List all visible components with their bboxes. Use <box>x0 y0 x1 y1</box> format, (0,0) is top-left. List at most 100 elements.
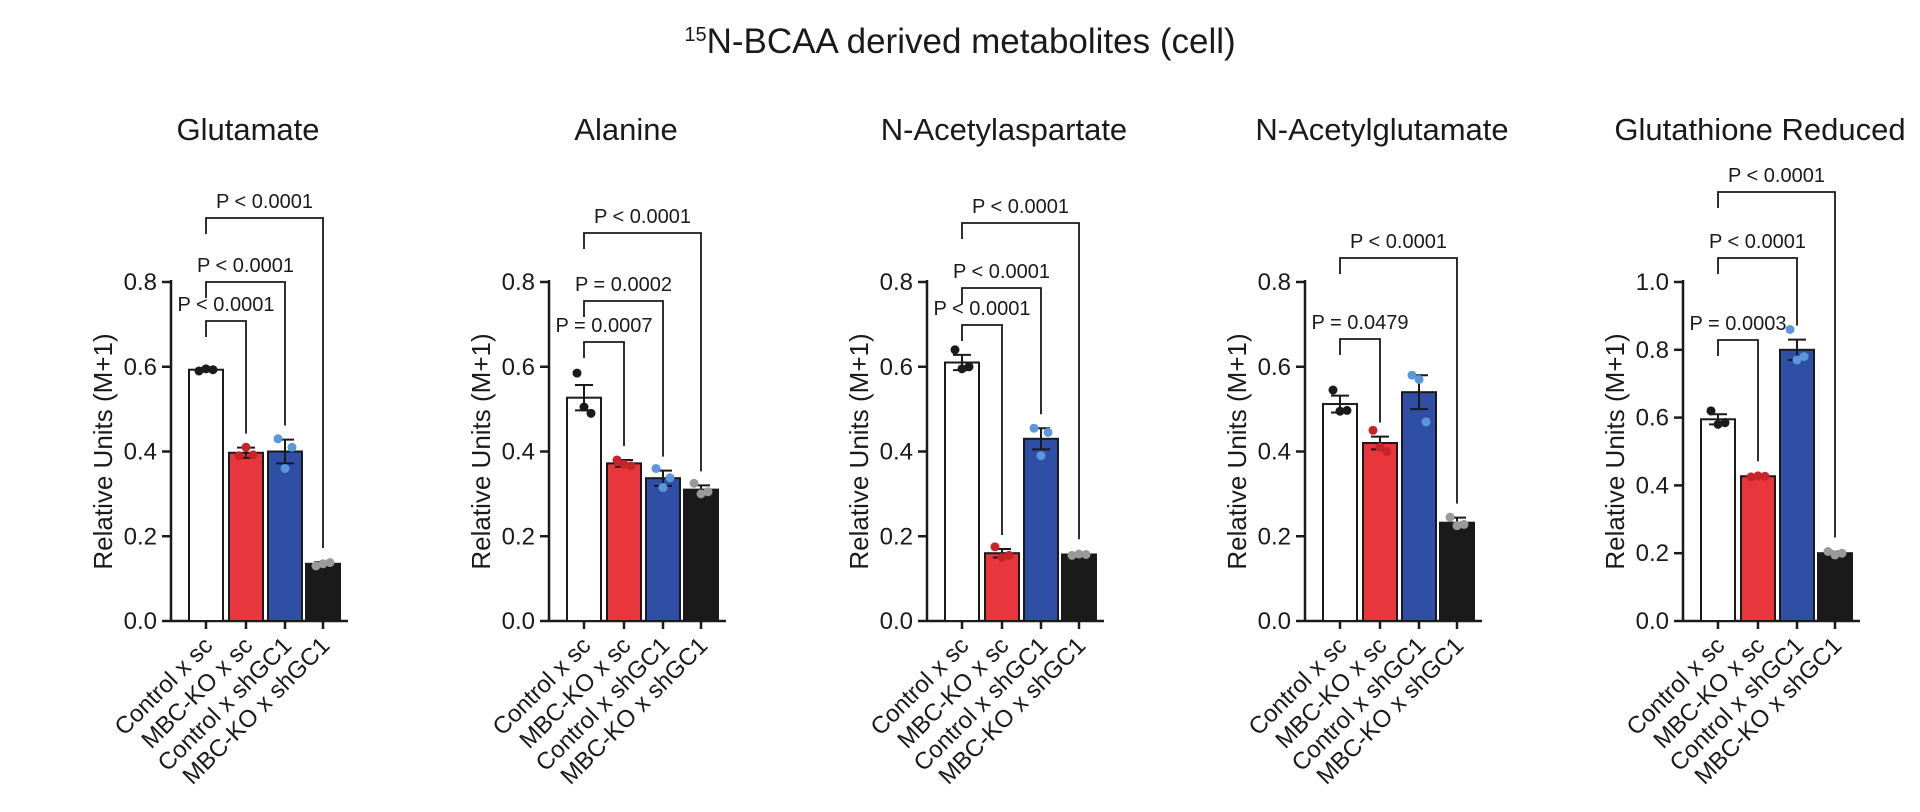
bar-4 <box>1817 552 1853 623</box>
significance-bracket <box>1717 191 1836 538</box>
data-point <box>194 366 204 376</box>
data-point <box>1785 324 1795 334</box>
y-tick-label: 1.0 <box>1636 269 1669 296</box>
y-tick-label: 0.8 <box>880 269 913 296</box>
data-point <box>1746 472 1756 482</box>
p-value-label: P < 0.0001 <box>594 206 691 228</box>
y-tick-label: 0.6 <box>124 354 157 381</box>
chart-title: Alanine <box>574 112 677 147</box>
bar-3 <box>645 477 681 623</box>
significance-bracket <box>583 300 664 457</box>
bar-4 <box>305 562 341 623</box>
p-value-label: P = 0.0479 <box>1312 312 1409 334</box>
data-point <box>997 552 1007 562</box>
data-point <box>280 463 290 473</box>
p-value-label: P < 0.0001 <box>216 191 313 213</box>
y-tick-label: 0.2 <box>880 523 913 550</box>
data-point <box>1421 417 1431 427</box>
p-value-label: P < 0.0001 <box>178 294 275 316</box>
data-point <box>658 483 668 493</box>
p-value-label: P < 0.0001 <box>1728 165 1825 187</box>
y-tick-label: 0.6 <box>502 354 535 381</box>
significance-bracket <box>1717 257 1798 326</box>
y-tick-label: 0.0 <box>1258 608 1291 635</box>
data-point <box>990 542 1000 552</box>
p-value-label: P < 0.0001 <box>1350 231 1447 253</box>
data-point <box>287 442 297 452</box>
y-tick-label: 0.0 <box>502 608 535 635</box>
bar-1 <box>188 368 224 622</box>
data-point <box>1081 549 1091 559</box>
bar-3 <box>1779 348 1815 622</box>
data-point <box>572 368 582 378</box>
y-tick-label: 0.4 <box>1636 472 1669 499</box>
chart-panel-5: Glutathione Reduced Relative Units (M+1)0… <box>1600 112 1906 790</box>
data-point <box>1368 425 1378 435</box>
figure-title: 15N-BCAA derived metabolites (cell) <box>0 22 1920 62</box>
p-value-label: P < 0.0001 <box>197 255 294 277</box>
data-point <box>957 364 967 374</box>
data-point <box>1335 406 1345 416</box>
y-tick-label: 0.0 <box>880 608 913 635</box>
y-tick-label: 0.8 <box>1258 269 1291 296</box>
y-axis-label: Relative Units (M+1) <box>844 333 874 569</box>
data-point <box>651 463 661 473</box>
data-point <box>1004 550 1014 560</box>
p-value-label: P = 0.0007 <box>556 315 653 337</box>
data-point <box>1706 406 1716 416</box>
data-point <box>1342 405 1352 415</box>
significance-bracket <box>1339 338 1381 423</box>
significance-bracket <box>583 232 702 472</box>
bar-4 <box>1061 553 1097 622</box>
y-tick-label: 0.2 <box>124 523 157 550</box>
data-point <box>689 478 699 488</box>
significance-bracket <box>961 324 1003 535</box>
data-point <box>1837 548 1847 558</box>
y-tick-label: 0.8 <box>124 269 157 296</box>
p-value-label: P < 0.0001 <box>953 261 1050 283</box>
significance-bracket <box>961 287 1042 415</box>
data-point <box>241 442 251 452</box>
p-value-label: P = 0.0002 <box>575 274 672 296</box>
chart-title: Glutamate <box>176 112 319 147</box>
data-point <box>1375 442 1385 452</box>
p-value-label: P < 0.0001 <box>934 298 1031 320</box>
data-point <box>1792 355 1802 365</box>
chart-title: N-Acetylglutamate <box>1255 112 1508 147</box>
bar-2 <box>228 451 264 622</box>
bar-3 <box>267 450 303 622</box>
y-tick-label: 0.2 <box>502 523 535 550</box>
data-point <box>1036 451 1046 461</box>
data-point <box>964 362 974 372</box>
data-point <box>325 558 335 568</box>
data-point <box>248 450 258 460</box>
chart-panel-4: N-Acetylglutamate Relative Units (M+1) 0.0… <box>1222 112 1509 790</box>
y-tick-label: 0.4 <box>502 439 535 466</box>
significance-bracket <box>205 320 247 434</box>
data-point <box>1407 370 1417 380</box>
data-point <box>1382 447 1392 456</box>
chart-title: Glutathione Reduced <box>1614 112 1905 147</box>
y-tick-label: 0.4 <box>1258 439 1291 466</box>
bar-1 <box>566 396 602 622</box>
y-axis-label: Relative Units (M+1) <box>466 333 496 569</box>
data-point <box>318 559 328 569</box>
data-point <box>1713 419 1723 429</box>
y-axis-label: Relative Units (M+1) <box>1600 333 1630 569</box>
significance-bracket <box>583 341 625 446</box>
data-point <box>311 561 321 571</box>
bar-2 <box>1740 475 1776 623</box>
y-tick-label: 0.6 <box>880 354 913 381</box>
y-axis-label: Relative Units (M+1) <box>1222 333 1252 569</box>
bar-4 <box>1439 521 1475 622</box>
bar-2 <box>984 552 1020 623</box>
data-point <box>1799 352 1809 362</box>
y-tick-label: 0.8 <box>502 269 535 296</box>
data-point <box>1414 374 1424 384</box>
bar-3 <box>1401 391 1437 622</box>
data-point <box>1029 423 1039 433</box>
data-point <box>1043 427 1053 437</box>
data-point <box>201 364 211 374</box>
bar-2 <box>606 462 642 622</box>
significance-bracket <box>961 222 1080 540</box>
